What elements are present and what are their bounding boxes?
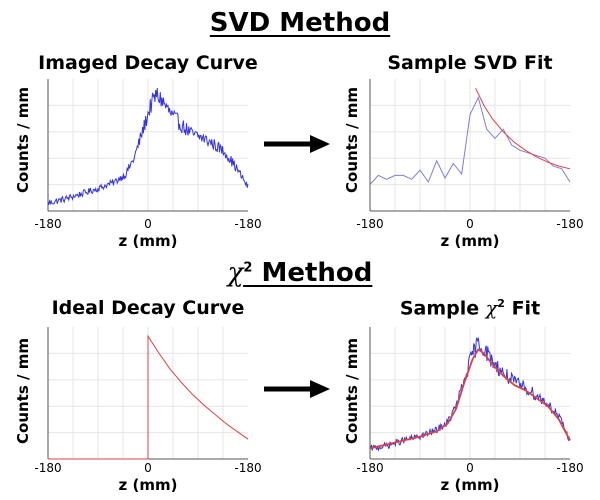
y-axis-label-svd-fit: Counts / mm xyxy=(343,87,361,193)
chart-title-chi-fit: Sample χ2 Fit xyxy=(399,297,541,320)
x-tick: -180 xyxy=(234,461,262,475)
right-arrow-icon xyxy=(264,380,330,398)
series-line xyxy=(369,96,571,185)
x-tick: -180 xyxy=(34,461,62,475)
x-axis-label-chi-fit: z (mm) xyxy=(440,476,500,494)
chart-imaged xyxy=(47,79,249,212)
y-axis-label-ideal: Counts / mm xyxy=(14,338,32,444)
x-tick: 0 xyxy=(144,461,152,475)
x-axis-label-imaged: z (mm) xyxy=(118,232,178,250)
chi-squared-method-title: χ2 Method xyxy=(227,258,373,288)
series-line xyxy=(47,88,249,206)
series-line xyxy=(48,334,249,460)
chart-svd-fit xyxy=(369,79,571,212)
y-axis-label-chi-fit: Counts / mm xyxy=(343,338,361,444)
chart-ideal xyxy=(47,327,249,460)
chart-chi-fit xyxy=(369,327,571,460)
chart-title-svd-fit: Sample SVD Fit xyxy=(387,52,553,74)
x-tick: -180 xyxy=(234,217,262,231)
x-tick: -180 xyxy=(556,217,584,231)
right-arrow-icon xyxy=(264,135,330,153)
x-tick: 0 xyxy=(466,217,474,231)
svd-method-title: SVD Method xyxy=(209,8,391,38)
chart-title-imaged: Imaged Decay Curve xyxy=(38,52,258,74)
x-axis-label-ideal: z (mm) xyxy=(118,476,178,494)
series-line xyxy=(369,348,571,450)
x-tick: -180 xyxy=(556,461,584,475)
x-tick: -180 xyxy=(356,217,384,231)
series-line xyxy=(475,87,571,170)
x-tick: -180 xyxy=(34,217,62,231)
x-tick: 0 xyxy=(144,217,152,231)
x-axis-label-svd-fit: z (mm) xyxy=(440,232,500,250)
x-tick: 0 xyxy=(466,461,474,475)
chart-title-ideal: Ideal Decay Curve xyxy=(51,297,245,319)
x-tick: -180 xyxy=(356,461,384,475)
y-axis-label-imaged: Counts / mm xyxy=(14,87,32,193)
